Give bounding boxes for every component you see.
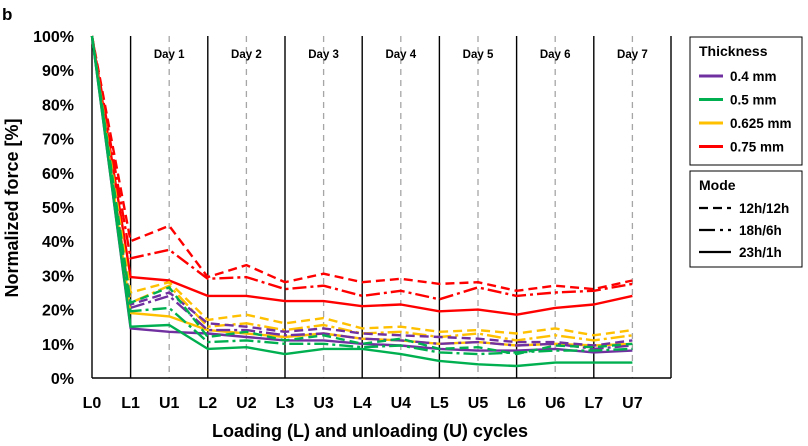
y-tick-label: 40% bbox=[42, 234, 74, 251]
y-tick-label: 20% bbox=[42, 303, 74, 320]
legend-thickness: Thickness 0.4 mm 0.5 mm 0.625 mm 0.75 mm bbox=[689, 36, 803, 166]
x-tick-label: U1 bbox=[159, 395, 180, 412]
x-tick-label: L5 bbox=[430, 395, 449, 412]
day-label: Day 6 bbox=[540, 49, 571, 61]
legend-mode-items: 12h/12h 18h/6h 23h/1h bbox=[699, 201, 789, 260]
series-line-0-5-mm-23h-1h bbox=[90, 35, 633, 368]
y-tick-label: 80% bbox=[42, 97, 74, 114]
series-line-0-4-mm-18h-6h bbox=[90, 35, 633, 351]
x-tick-label: L4 bbox=[353, 395, 372, 412]
day-label: Day 5 bbox=[463, 49, 494, 61]
tick-labels: 0% 10% 20% 30% 40% 50% 60% 70% 80% 90% 100% L0 L1 U1 L… bbox=[33, 29, 648, 412]
y-tick-label: 100% bbox=[33, 29, 74, 46]
series-line-0-75-mm-12h-12h bbox=[90, 35, 633, 292]
legend-label-18h-6h: 18h/6h bbox=[739, 223, 782, 238]
x-tick-label: L2 bbox=[198, 395, 217, 412]
legend-label-0-5-mm: 0.5 mm bbox=[730, 93, 777, 108]
legend-thickness-title: Thickness bbox=[699, 43, 768, 59]
x-tick-label: L6 bbox=[507, 395, 526, 412]
series-line-0-625-mm-12h-12h bbox=[90, 35, 633, 337]
x-tick-label: U4 bbox=[391, 395, 412, 412]
axes bbox=[91, 36, 671, 379]
legend-label-23h-1h: 23h/1h bbox=[739, 245, 782, 260]
x-tick-label: L0 bbox=[83, 395, 102, 412]
day-label: Day 1 bbox=[154, 49, 185, 61]
series-line-0-4-mm-12h-12h bbox=[90, 35, 633, 347]
series-line-0-5-mm-12h-12h bbox=[90, 35, 633, 356]
legend-thickness-items: 0.4 mm 0.5 mm 0.625 mm 0.75 mm bbox=[699, 69, 792, 155]
x-tick-label: L1 bbox=[121, 395, 140, 412]
x-tick-label: L7 bbox=[584, 395, 603, 412]
y-tick-label: 30% bbox=[42, 268, 74, 285]
y-tick-label: 10% bbox=[42, 337, 74, 354]
x-tick-label: L3 bbox=[276, 395, 295, 412]
day-label: Day 7 bbox=[617, 49, 648, 61]
y-tick-label: 60% bbox=[42, 166, 74, 183]
series-line-0-625-mm-18h-6h bbox=[90, 35, 633, 342]
panel-label: b bbox=[2, 5, 12, 24]
day-label: Day 2 bbox=[231, 49, 262, 61]
x-tick-label: U3 bbox=[313, 395, 334, 412]
x-tick-label: U5 bbox=[468, 395, 489, 412]
day-label: Day 4 bbox=[385, 49, 416, 61]
series-line-0-75-mm-18h-6h bbox=[90, 35, 633, 301]
series-line-0-75-mm-23h-1h bbox=[90, 35, 633, 316]
x-tick-label: U6 bbox=[545, 395, 566, 412]
x-tick-label: U7 bbox=[622, 395, 643, 412]
y-tick-label: 90% bbox=[42, 63, 74, 80]
legend-label-12h-12h: 12h/12h bbox=[739, 201, 789, 216]
y-axis-title: Normalized force [%] bbox=[2, 118, 22, 297]
y-tick-label: 50% bbox=[42, 200, 74, 217]
day-label: Day 3 bbox=[308, 49, 339, 61]
legend-mode: Mode 12h/12h 18h/6h 23h/1h bbox=[689, 170, 803, 268]
x-tick-label: U2 bbox=[236, 395, 257, 412]
x-axis-title: Loading (L) and unloading (U) cycles bbox=[212, 421, 528, 441]
legend-label-0-4-mm: 0.4 mm bbox=[730, 69, 777, 84]
series-line-0-5-mm-18h-6h bbox=[90, 35, 633, 356]
legend-mode-title: Mode bbox=[699, 177, 736, 193]
y-tick-label: 0% bbox=[51, 371, 74, 388]
legend-label-0-75-mm: 0.75 mm bbox=[730, 140, 784, 155]
y-tick-label: 70% bbox=[42, 132, 74, 149]
series-lines bbox=[90, 35, 633, 368]
legend-label-0-625-mm: 0.625 mm bbox=[730, 116, 792, 131]
